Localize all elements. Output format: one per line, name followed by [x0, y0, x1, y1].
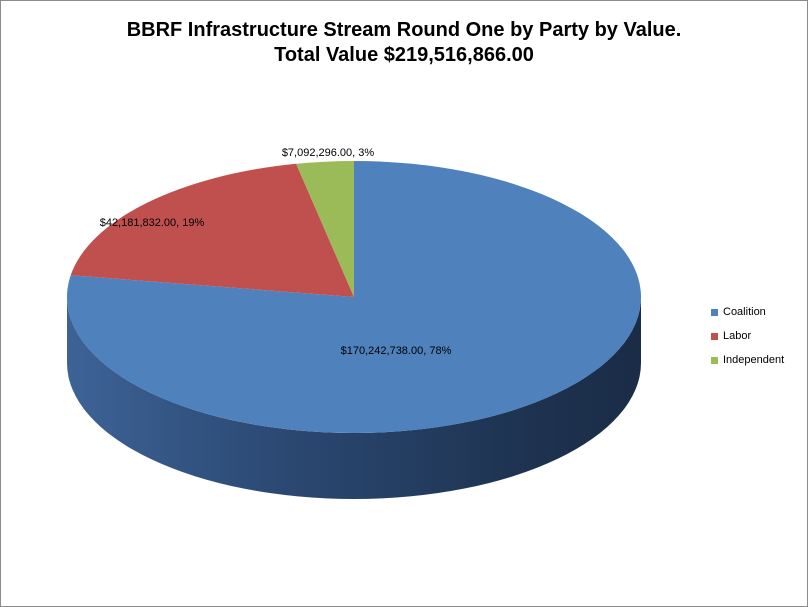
legend-label-labor: Labor [723, 330, 752, 342]
legend-swatch-coalition [711, 308, 718, 316]
chart-subtitle: Total Value $219,516,866.00 [274, 44, 534, 66]
data-label-coalition: $170,242,738.00, 78% [341, 345, 452, 357]
legend-swatch-independent [711, 356, 718, 364]
data-label-independent: $7,092,296.00, 3% [282, 147, 375, 159]
chart-title-block: BBRF Infrastructure Stream Round One by … [0, 18, 808, 68]
pie-slice-labor [70, 163, 354, 297]
legend-label-coalition: Coalition [723, 306, 766, 318]
legend: Coalition Labor Independent [711, 306, 784, 378]
legend-item-independent: Independent [711, 354, 784, 366]
pie-slice-independent [296, 161, 354, 297]
legend-swatch-labor [711, 332, 718, 340]
legend-item-labor: Labor [711, 330, 784, 342]
chart-title: BBRF Infrastructure Stream Round One by … [126, 19, 682, 41]
data-label-labor: $42,181,832.00, 19% [100, 217, 205, 229]
legend-label-independent: Independent [723, 354, 785, 366]
pie-side-coalition [67, 297, 641, 499]
legend-item-coalition: Coalition [711, 306, 784, 318]
